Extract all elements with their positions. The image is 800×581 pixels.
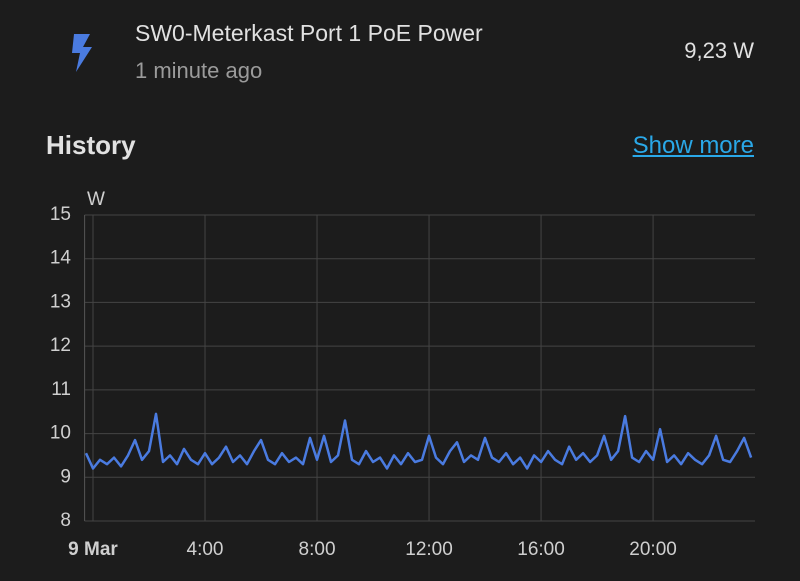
show-more-link[interactable]: Show more	[632, 132, 754, 159]
y-tick-label: 9	[60, 466, 71, 487]
y-tick-label: 15	[50, 204, 71, 225]
y-tick-label: 8	[60, 510, 71, 531]
x-tick-label: 8:00	[299, 539, 336, 560]
flash-icon	[72, 34, 92, 72]
history-title: History	[46, 130, 136, 160]
entity-icon	[72, 34, 92, 72]
y-tick-label: 13	[50, 291, 71, 312]
data-line	[84, 412, 753, 470]
x-tick-label: 20:00	[629, 539, 677, 560]
y-tick-label: 12	[50, 335, 71, 356]
x-tick-label: 16:00	[517, 539, 565, 560]
y-tick-label: 14	[50, 248, 72, 269]
x-tick-label: 9 Mar	[68, 539, 118, 560]
entity-state: 9,23 W	[684, 38, 754, 63]
x-tick-label: 4:00	[187, 539, 224, 560]
last-changed: 1 minute ago	[135, 58, 263, 83]
x-tick-label: 12:00	[405, 539, 453, 560]
y-tick-label: 11	[51, 379, 71, 400]
y-unit-label: W	[87, 189, 105, 210]
y-tick-label: 10	[50, 423, 71, 444]
entity-name: SW0-Meterkast Port 1 PoE Power	[135, 20, 483, 46]
